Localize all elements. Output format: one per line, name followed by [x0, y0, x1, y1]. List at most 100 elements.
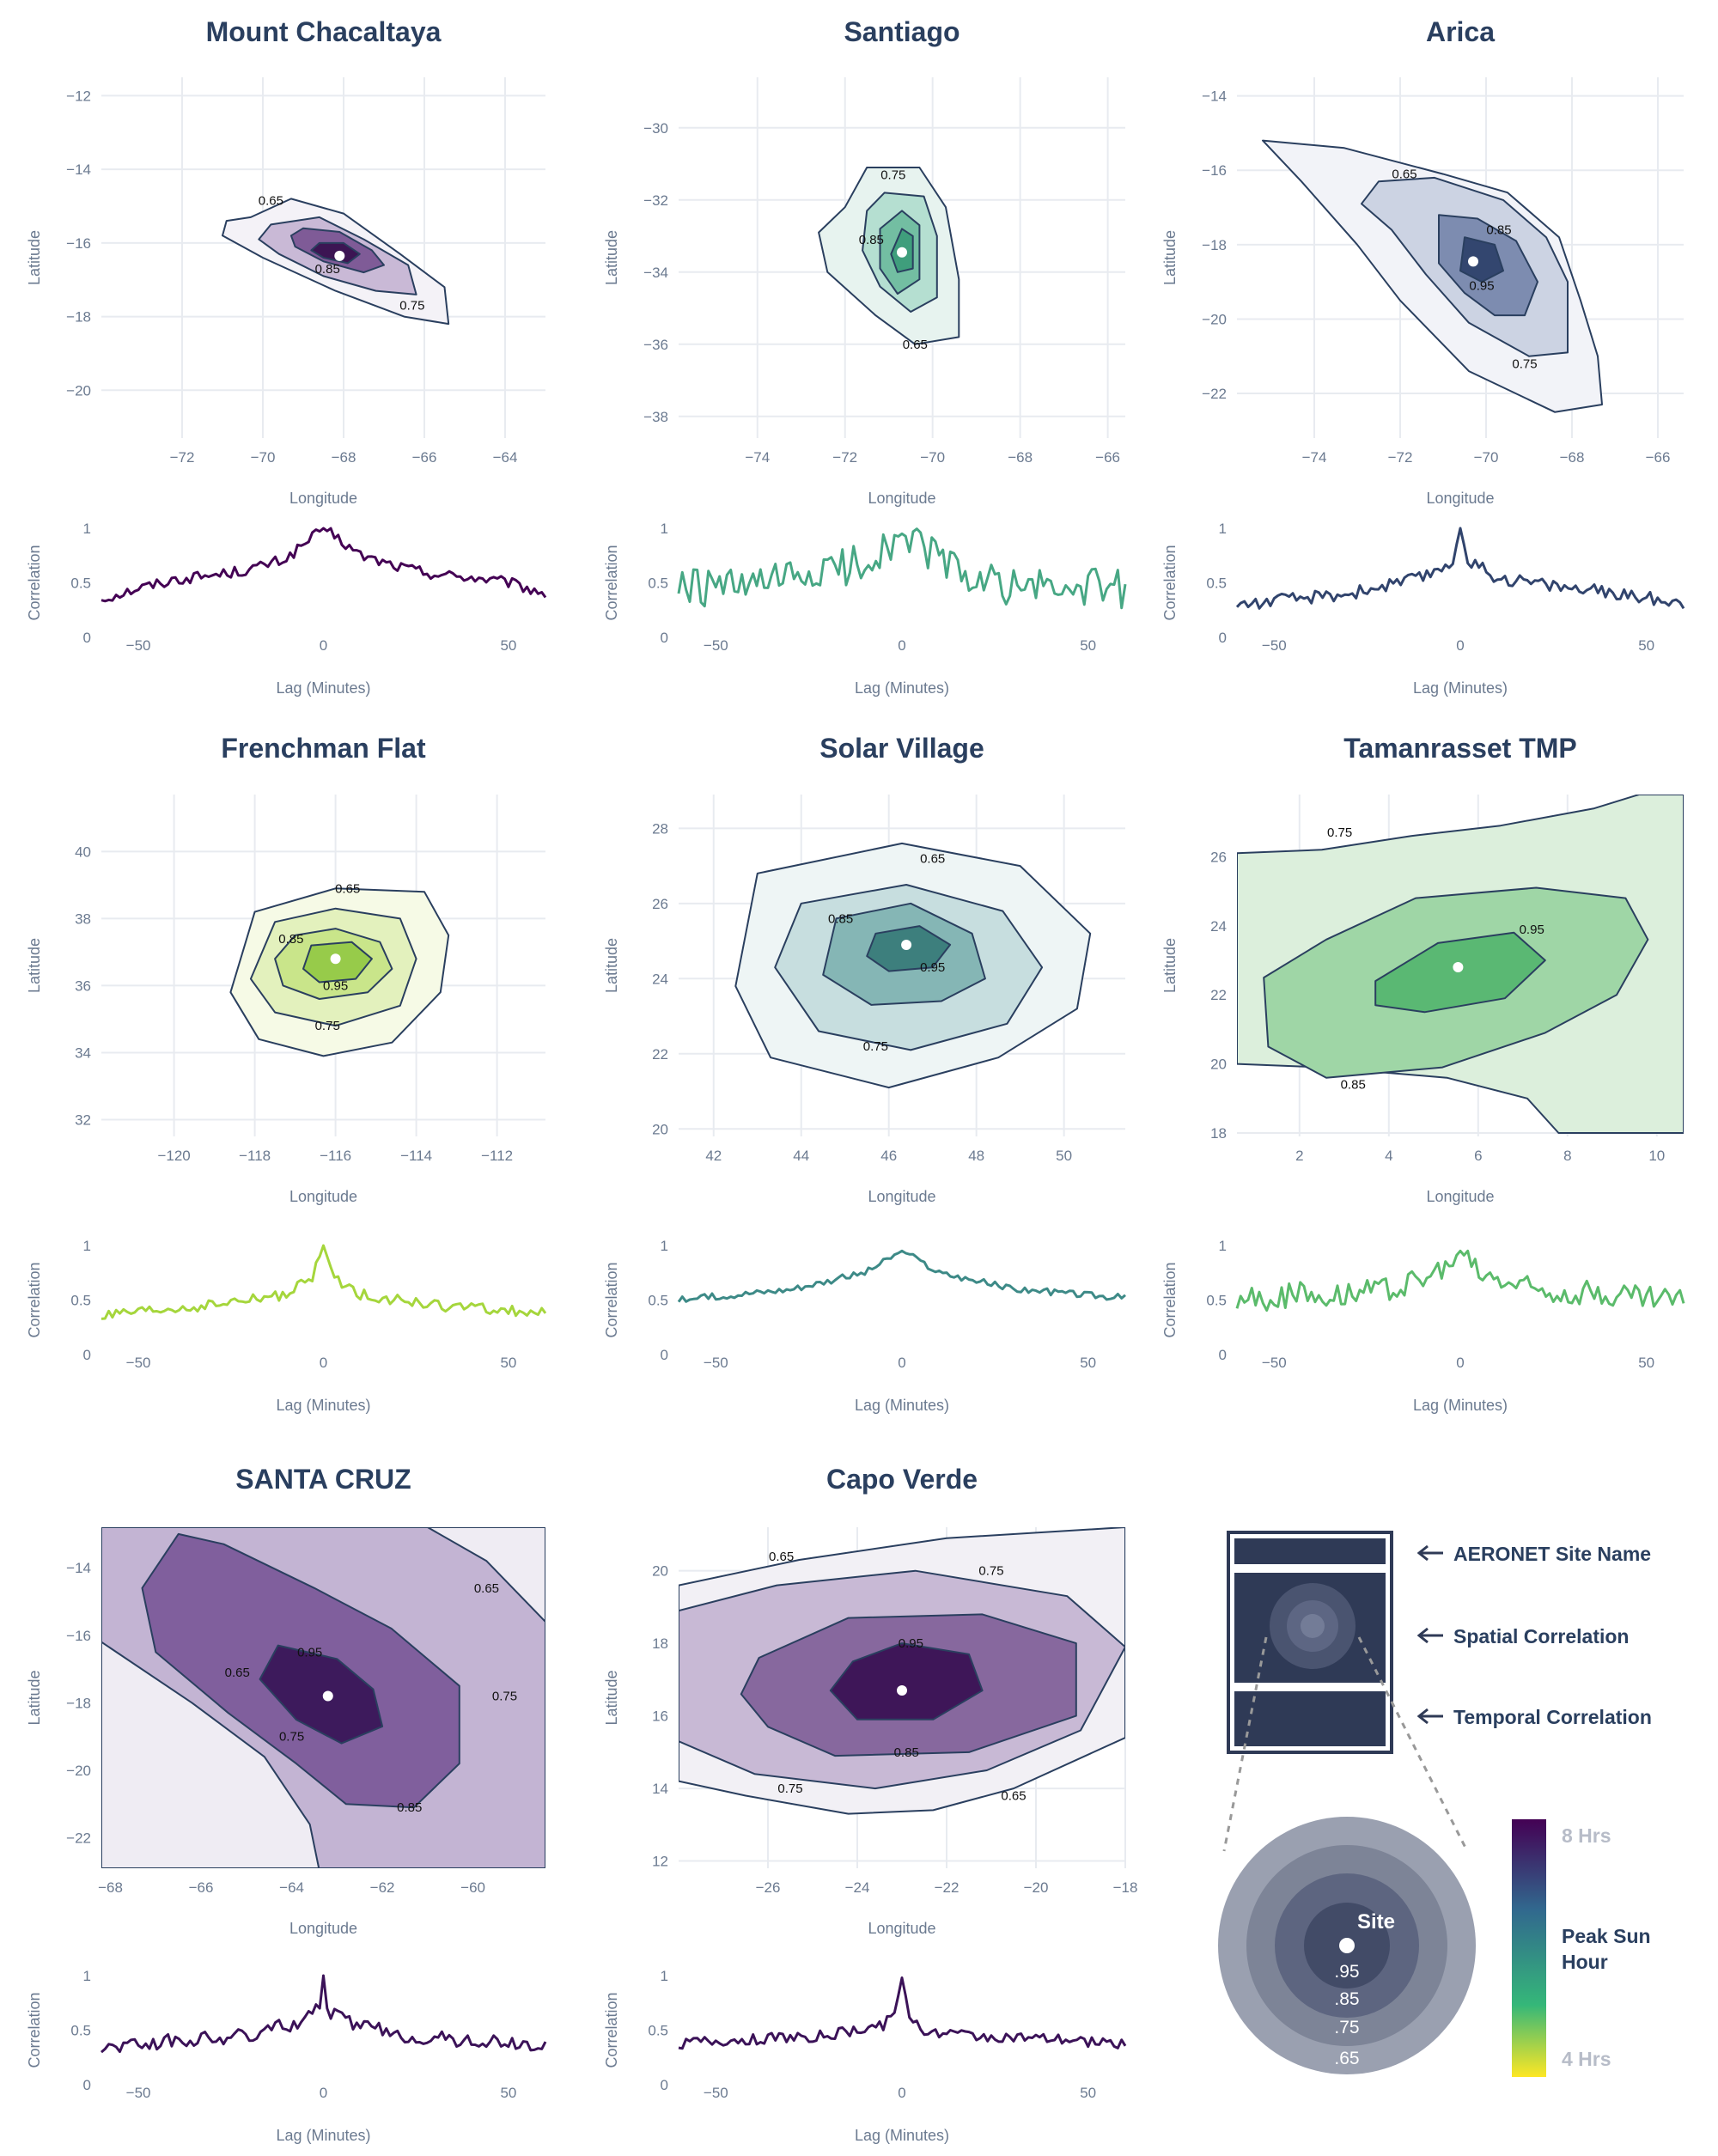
- contour-label: 0.95: [920, 960, 945, 975]
- x-tick-label: −64: [279, 1879, 304, 1896]
- site-panel-2: Arica −74 −72 −70 −68 −66 −14 −16 −18 −20 −22 Longi…: [1161, 16, 1685, 697]
- lag-x-tick-label: 0: [898, 637, 905, 654]
- lag-y-tick-label: 0: [661, 630, 668, 646]
- y-tick-label: −32: [643, 192, 668, 209]
- y-tick-label: −34: [643, 265, 668, 281]
- y-axis-label: Latitude: [26, 938, 43, 993]
- y-tick-label: 26: [1210, 849, 1227, 865]
- contour-label: 0.65: [474, 1581, 499, 1596]
- x-tick-label: 4: [1385, 1148, 1392, 1164]
- site-marker: [1453, 962, 1464, 973]
- contour-label: 0.75: [399, 299, 424, 314]
- contour-label: 0.65: [920, 851, 945, 866]
- x-tick-label: −66: [412, 449, 437, 466]
- site-marker: [1339, 1938, 1355, 1953]
- x-tick-label: 46: [880, 1148, 897, 1164]
- lag-y-axis-label: Correlation: [26, 545, 43, 620]
- colorbar-top-label: 8 Hrs: [1562, 1824, 1611, 1847]
- lag-x-axis-label: Lag (Minutes): [1413, 1397, 1508, 1414]
- x-tick-label: −72: [832, 449, 857, 466]
- contour-label: 0.75: [1327, 825, 1352, 840]
- site-marker: [322, 1690, 333, 1702]
- x-axis-label: Longitude: [289, 1188, 357, 1205]
- y-axis-label: Latitude: [603, 230, 620, 285]
- lag-x-axis-label: Lag (Minutes): [855, 2127, 949, 2144]
- lag-x-tick-label: 50: [500, 637, 516, 654]
- x-axis-label: Longitude: [1426, 490, 1494, 507]
- lag-y-tick-label: 1: [1219, 1238, 1227, 1254]
- lag-y-axis-label: Correlation: [603, 1992, 620, 2068]
- site-title: Santiago: [844, 16, 960, 47]
- lag-x-axis-label: Lag (Minutes): [855, 679, 949, 697]
- site-marker: [897, 247, 907, 258]
- schematic-title-bar: [1234, 1538, 1386, 1564]
- site-title: SANTA CRUZ: [235, 1464, 411, 1495]
- y-tick-label: 26: [652, 896, 668, 912]
- x-tick-label: −70: [251, 449, 276, 466]
- lag-x-tick-label: 0: [320, 637, 327, 654]
- x-tick-label: 8: [1563, 1148, 1571, 1164]
- lag-y-tick-label: 1: [661, 1238, 668, 1254]
- contour-label: 0.65: [259, 194, 283, 209]
- x-tick-label: −68: [98, 1879, 123, 1896]
- temporal-chart: 0 0.5 1 −50 0 50 Lag (Minutes) Correlation: [1161, 1238, 1685, 1414]
- site-marker: [334, 250, 345, 261]
- y-axis-label: Latitude: [603, 938, 620, 993]
- site-title: Frenchman Flat: [221, 733, 426, 764]
- site-panel-3: Frenchman Flat −120 −118 −116 −114 −112 32 34 36…: [26, 733, 547, 1414]
- contour-label: 0.85: [278, 932, 303, 947]
- colorbar-title-line2: Hour: [1562, 1951, 1608, 1973]
- lag-y-tick-label: 0: [661, 2077, 668, 2093]
- temporal-chart: 0 0.5 1 −50 0 50 Lag (Minutes) Correlation: [26, 1968, 547, 2144]
- legend-schematic: [1222, 1531, 1469, 1852]
- y-tick-label: 16: [652, 1708, 668, 1725]
- lag-x-tick-label: −50: [126, 2085, 151, 2101]
- temporal-chart: 0 0.5 1 −50 0 50 Lag (Minutes) Correlation: [1161, 521, 1685, 697]
- site-panel-4: Solar Village 42 44 46 48 50 20 22 24 26 28 Longitu…: [603, 733, 1126, 1414]
- contour-label: 0.85: [315, 262, 340, 277]
- site-title: Mount Chacaltaya: [206, 16, 442, 47]
- arrow-icon: [1416, 1627, 1443, 1644]
- x-tick-label: −66: [189, 1879, 214, 1896]
- lag-x-tick-label: 0: [898, 2085, 905, 2101]
- contour-label: 0.85: [1341, 1078, 1366, 1093]
- correlation-line: [1235, 527, 1685, 610]
- y-tick-label: 36: [75, 978, 91, 994]
- y-tick-label: −18: [1202, 237, 1227, 253]
- contour-label: 0.65: [1001, 1789, 1026, 1804]
- schematic-temporal-panel: [1234, 1691, 1386, 1746]
- zoom-line-right: [1357, 1636, 1469, 1852]
- lag-y-tick-label: 1: [661, 1968, 668, 1984]
- x-tick-label: −74: [745, 449, 770, 466]
- x-axis-label: Longitude: [868, 1920, 935, 1937]
- contour-group: 0.65 0.75 0.95 0.85 0.75 0.65: [679, 1527, 1125, 1815]
- y-tick-label: −16: [66, 1628, 91, 1644]
- lag-y-tick-label: 0: [83, 2077, 91, 2093]
- x-tick-label: −68: [1560, 449, 1585, 466]
- lag-y-tick-label: 0: [661, 1347, 668, 1363]
- y-tick-label: −22: [1202, 386, 1227, 402]
- contour-label: 0.85: [1486, 223, 1511, 238]
- site-title: Tamanrasset TMP: [1343, 733, 1577, 764]
- lag-x-tick-label: −50: [704, 1355, 728, 1371]
- lag-x-tick-label: 50: [500, 2085, 516, 2101]
- x-tick-label: −26: [756, 1879, 781, 1896]
- x-axis-label: Longitude: [289, 490, 357, 507]
- lag-y-tick-label: 0.5: [70, 576, 91, 592]
- correlation-line: [1235, 1249, 1685, 1312]
- temporal-chart: 0 0.5 1 −50 0 50 Lag (Minutes) Correlation: [603, 1968, 1127, 2144]
- x-tick-label: −64: [493, 449, 518, 466]
- contour-label: 0.75: [978, 1564, 1003, 1579]
- lag-y-axis-label: Correlation: [603, 1262, 620, 1337]
- legend-temporal-label: Temporal Correlation: [1453, 1706, 1652, 1728]
- legend-arrows: [1416, 1544, 1443, 1725]
- y-tick-label: 20: [652, 1563, 668, 1580]
- x-tick-label: 48: [968, 1148, 984, 1164]
- lag-y-tick-label: 0.5: [648, 2023, 668, 2039]
- contour-level-095: [829, 1642, 984, 1721]
- site-panel-6: SANTA CRUZ −68 −66 −64 −62 −60 −14 −16 −18 −20 −22…: [26, 1464, 547, 2144]
- y-tick-label: −20: [66, 1763, 91, 1779]
- y-tick-label: 22: [652, 1046, 668, 1063]
